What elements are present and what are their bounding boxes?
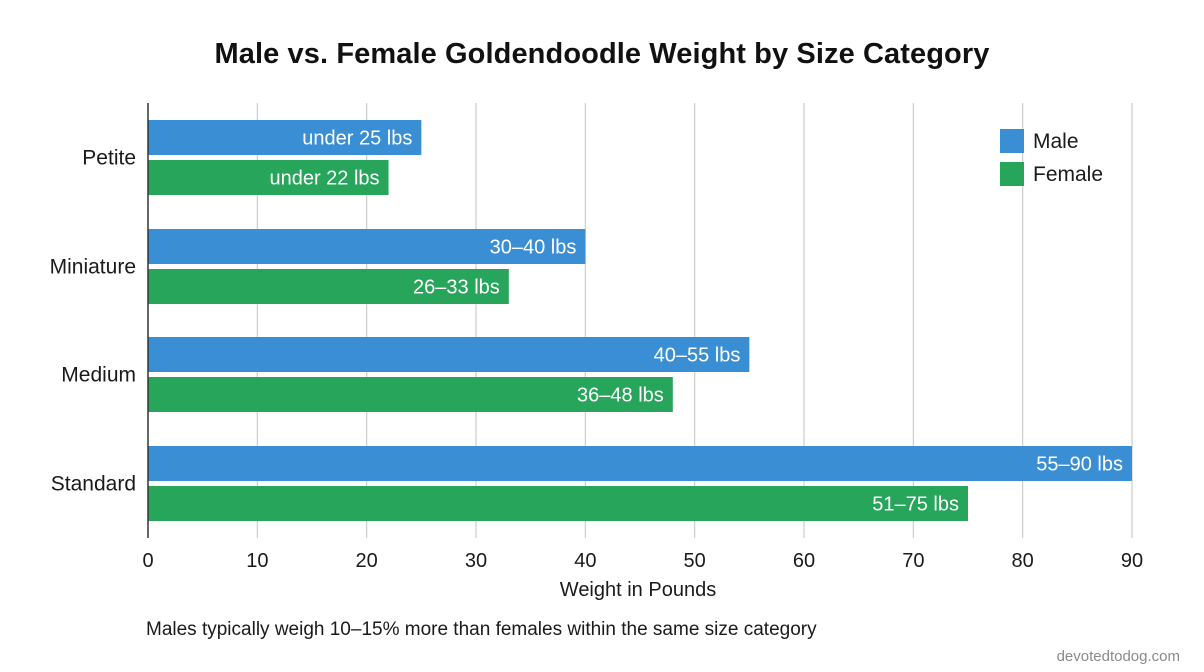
x-tick-label: 70: [902, 550, 924, 572]
axis-layer: 0 10 20 30 40 50 60 70 80 90 Petite Miniature Medium…: [50, 103, 1143, 601]
chart-title: Male vs. Female Goldendoodle Weight by S…: [214, 38, 990, 70]
data-label: 40–55 lbs: [654, 345, 741, 367]
x-axis-label: Weight in Pounds: [560, 579, 716, 601]
legend-label-male: Male: [1033, 130, 1079, 153]
bars-layer: [148, 120, 1132, 521]
footnote: Males typically weigh 10–15% more than f…: [146, 619, 817, 640]
bar-male-standard: [148, 446, 1132, 481]
data-label: under 22 lbs: [269, 168, 379, 190]
bar-female-medium: [148, 377, 673, 412]
x-tick-label: 50: [684, 550, 706, 572]
legend-swatch-male: [1000, 129, 1024, 153]
legend-swatch-female: [1000, 162, 1024, 186]
legend: Male Female: [1000, 129, 1103, 186]
x-tick-label: 90: [1121, 550, 1143, 572]
data-label: 30–40 lbs: [490, 237, 577, 259]
data-label: 51–75 lbs: [872, 494, 959, 516]
legend-label-female: Female: [1033, 163, 1103, 186]
data-label: 55–90 lbs: [1036, 454, 1123, 476]
bar-female-petite: [148, 160, 389, 195]
category-label: Standard: [51, 473, 136, 496]
labels-layer: under 25 lbs 30–40 lbs 40–55 lbs 55–90 lbs u…: [269, 128, 1123, 516]
bar-female-standard: [148, 486, 968, 521]
data-label: under 25 lbs: [302, 128, 412, 150]
category-label: Medium: [61, 364, 136, 387]
x-tick-label: 40: [574, 550, 596, 572]
data-label: 36–48 lbs: [577, 385, 664, 407]
bar-female-miniature: [148, 269, 509, 304]
data-label: 26–33 lbs: [413, 277, 500, 299]
x-tick-label: 60: [793, 550, 815, 572]
category-label: Miniature: [50, 256, 136, 279]
x-tick-label: 80: [1012, 550, 1034, 572]
x-tick-label: 30: [465, 550, 487, 572]
x-tick-label: 10: [246, 550, 268, 572]
x-tick-label: 20: [356, 550, 378, 572]
bar-male-medium: [148, 337, 750, 372]
watermark: devotedtodog.com: [1056, 648, 1180, 665]
x-tick-label: 0: [142, 550, 153, 572]
bar-male-miniature: [148, 229, 586, 264]
category-label: Petite: [82, 147, 136, 170]
bar-male-petite: [148, 120, 422, 155]
